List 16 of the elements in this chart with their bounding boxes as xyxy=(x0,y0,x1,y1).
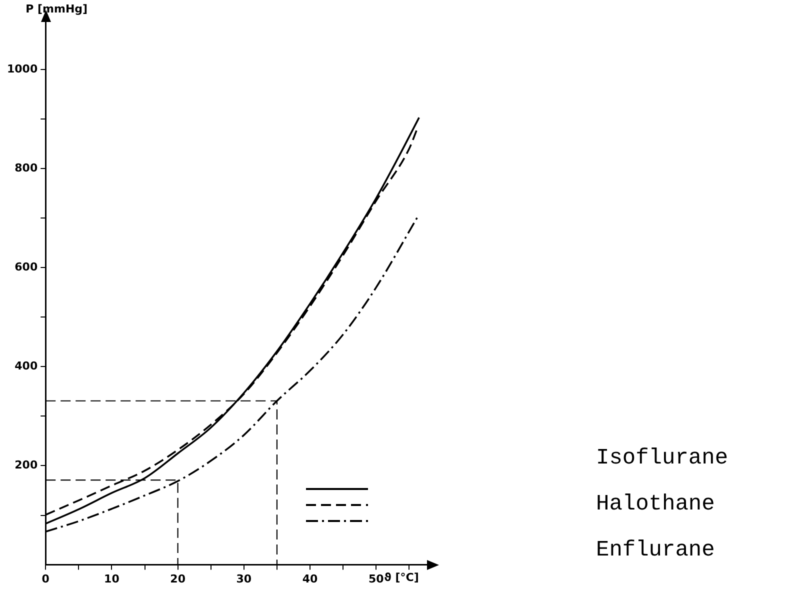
y-tick-label: 400 xyxy=(14,360,38,373)
y-axis-title: P [mmHg] xyxy=(26,2,88,16)
x-tick-label: 50 xyxy=(368,572,384,586)
y-tick-label: 200 xyxy=(14,458,38,472)
x-tick-label: 20 xyxy=(170,572,186,586)
text: Enflurane xyxy=(596,538,715,563)
y-tick-label: 1000 xyxy=(6,62,38,76)
y-tick-label: 800 xyxy=(14,161,38,174)
text: Isoflurane xyxy=(596,446,728,471)
x-tick-label: 40 xyxy=(302,572,318,586)
x-tick-label: 30 xyxy=(236,572,252,586)
x-tick-label: 10 xyxy=(104,572,120,586)
x-axis-title: ϑ [°C] xyxy=(384,571,419,584)
y-tick-label: 600 xyxy=(14,260,38,274)
x-tick-label: 0 xyxy=(42,572,50,586)
text: Halothane xyxy=(596,492,715,517)
